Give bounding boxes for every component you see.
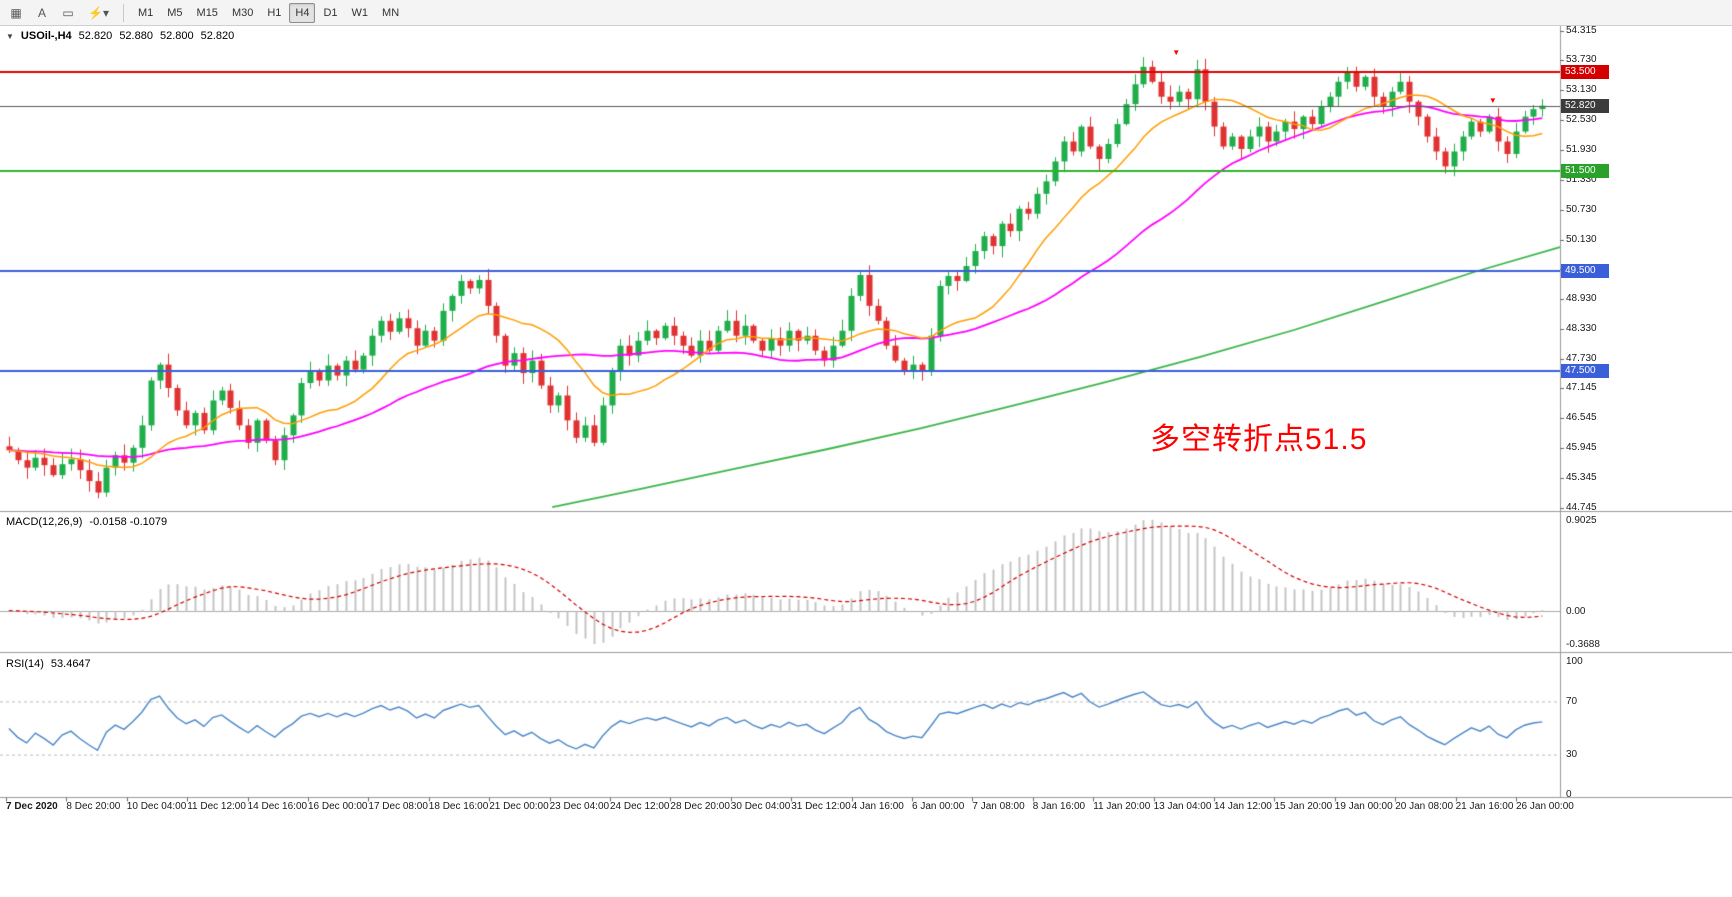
- time-axis-label: 28 Dec 20:00: [670, 801, 730, 812]
- time-axis-label: 19 Jan 00:00: [1334, 801, 1393, 812]
- price-badge-51.500: 51.500: [1561, 164, 1609, 179]
- macd-axis-tick: 0.00: [1566, 605, 1586, 617]
- ohlc-high: 52.880: [119, 30, 153, 42]
- toolbar-separator: [122, 3, 124, 22]
- price-axis-tick: 45.345: [1566, 471, 1597, 483]
- ohlc-close: 52.820: [200, 30, 235, 42]
- sell-arrow-marker-2: ▼: [1488, 95, 1497, 105]
- time-axis-label: 15 Jan 20:00: [1274, 801, 1333, 812]
- macd-indicator-label: MACD(12,26,9) -0.0158 -0.1079: [6, 516, 167, 528]
- time-axis-label: 23 Dec 04:00: [549, 801, 610, 812]
- timeframe-button-d1[interactable]: D1: [323, 6, 338, 19]
- time-axis-label: 31 Dec 12:00: [791, 801, 851, 812]
- time-axis-label: 30 Dec 04:00: [730, 801, 791, 812]
- ohlc-low: 52.800: [159, 30, 194, 42]
- time-axis-label: 7 Dec 2020: [6, 801, 58, 812]
- price-axis-tick: 45.945: [1566, 442, 1597, 453]
- time-axis-label: 6 Jan 00:00: [912, 801, 965, 812]
- rsi-indicator-label: RSI(14) 53.4647: [6, 658, 91, 670]
- chart-header: ▼ USOil-,H4 52.820 52.880 52.800 52.820: [6, 30, 234, 42]
- macd-name: MACD(12,26,9): [6, 516, 83, 528]
- price-chart-canvas[interactable]: [0, 26, 1732, 897]
- price-axis-tick: 50.730: [1566, 203, 1597, 215]
- timeframe-button-mn[interactable]: MN: [382, 6, 400, 19]
- price-axis-tick: 47.145: [1566, 382, 1597, 394]
- price-axis-tick: 44.745: [1566, 501, 1597, 513]
- price-axis-tick: 52.530: [1566, 114, 1597, 126]
- timeframe-button-h1[interactable]: H1: [267, 6, 282, 19]
- rectangle-tool-icon[interactable]: ▭: [62, 5, 74, 20]
- timeframe-button-w1[interactable]: W1: [351, 6, 369, 19]
- toolbar-icon-group: ▦ A ▭ ⚡▾: [4, 3, 115, 23]
- price-axis-tick: 53.730: [1566, 54, 1597, 66]
- timeframe-button-m30[interactable]: M30: [231, 6, 254, 19]
- time-axis-label: 21 Dec 00:00: [489, 801, 549, 812]
- time-axis-label: 18 Dec 16:00: [428, 801, 489, 812]
- time-axis-label: 17 Dec 08:00: [368, 801, 428, 812]
- price-axis-tick: 48.330: [1566, 323, 1597, 335]
- time-axis-label: 13 Jan 04:00: [1153, 801, 1212, 812]
- price-badge-49.500: 49.500: [1561, 263, 1609, 278]
- sell-arrow-marker-1: ▼: [1172, 47, 1181, 57]
- price-badge-53.500: 53.500: [1561, 64, 1609, 79]
- price-badge-47.500: 47.500: [1561, 363, 1609, 378]
- chart-area: ▼ USOil-,H4 52.820 52.880 52.800 52.820 …: [0, 26, 1732, 897]
- rsi-axis-tick: 100: [1566, 655, 1583, 667]
- time-axis-label: 14 Jan 12:00: [1214, 801, 1272, 812]
- price-axis-tick: 47.730: [1566, 353, 1597, 365]
- rsi-value: 53.4647: [50, 658, 91, 670]
- timeframe-button-group: M1 M5 M15 M30 H1 H4 D1 W1 MN: [132, 2, 405, 23]
- timeframe-button-m5[interactable]: M5: [167, 6, 183, 19]
- timeframe-button-m1[interactable]: M1: [137, 6, 154, 19]
- text-tool-icon[interactable]: A: [37, 5, 46, 20]
- time-axis-label: 21 Jan 16:00: [1455, 801, 1514, 812]
- price-axis-tick: 54.315: [1566, 25, 1597, 37]
- rsi-axis-tick: 0: [1566, 789, 1572, 800]
- rsi-name: RSI(14): [6, 658, 44, 670]
- chart-annotation-text: 多空转折点51.5: [1150, 423, 1368, 456]
- time-axis-label: 24 Dec 12:00: [610, 801, 670, 812]
- indicators-dropdown-icon[interactable]: ⚡▾: [88, 5, 109, 20]
- price-axis-tick: 48.930: [1566, 293, 1597, 305]
- one-click-trading-dropdown-icon[interactable]: ▼: [6, 31, 14, 41]
- toolbar: ▦ A ▭ ⚡▾ M1 M5 M15 M30 H1 H4 D1 W1 MN: [0, 0, 1732, 26]
- time-axis-label: 4 Jan 16:00: [851, 801, 904, 812]
- timeframe-button-h4[interactable]: H4: [289, 2, 316, 23]
- ohlc-open: 52.820: [78, 30, 113, 42]
- price-axis-tick: 46.545: [1566, 412, 1597, 424]
- macd-axis-tick: 0.9025: [1566, 515, 1597, 526]
- time-axis-label: 26 Jan 00:00: [1516, 801, 1574, 812]
- price-axis-tick: 53.130: [1566, 84, 1597, 96]
- rsi-axis-tick: 30: [1566, 749, 1578, 761]
- rsi-axis-tick: 70: [1566, 695, 1578, 707]
- symbol-period-label: USOil-,H4: [20, 30, 72, 42]
- time-axis-label: 10 Dec 04:00: [126, 801, 187, 812]
- price-badge-52.820: 52.820: [1561, 98, 1609, 113]
- time-axis-label: 14 Dec 16:00: [247, 801, 308, 812]
- time-axis-label: 20 Jan 08:00: [1395, 801, 1454, 812]
- time-axis-label: 8 Jan 16:00: [1032, 801, 1086, 812]
- time-axis-label: 8 Dec 20:00: [66, 801, 121, 812]
- time-axis-label: 11 Jan 20:00: [1093, 801, 1151, 812]
- price-axis-tick: 51.330: [1566, 173, 1597, 185]
- time-axis-label: 7 Jan 08:00: [972, 801, 1025, 812]
- time-axis-label: 16 Dec 00:00: [308, 801, 368, 812]
- macd-values: -0.0158 -0.1079: [89, 516, 168, 528]
- macd-axis-tick: -0.3688: [1566, 639, 1600, 650]
- price-axis-tick: 50.130: [1566, 233, 1597, 245]
- chart-grid-icon[interactable]: ▦: [10, 5, 22, 20]
- price-axis-tick: 51.930: [1566, 143, 1597, 155]
- timeframe-button-m15[interactable]: M15: [196, 6, 218, 19]
- time-axis-label: 11 Dec 12:00: [187, 801, 246, 812]
